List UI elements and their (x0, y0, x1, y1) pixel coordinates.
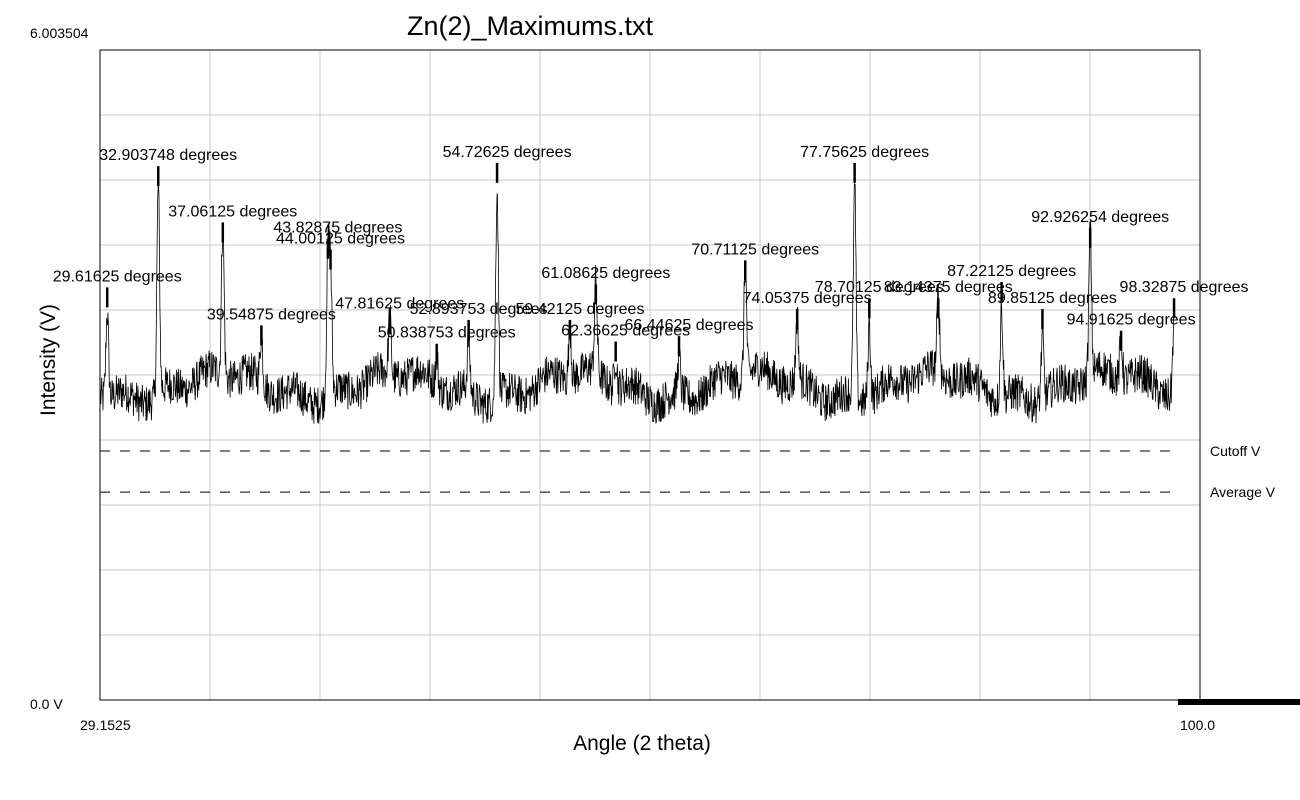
peak-label: 92.926254 degrees (1031, 209, 1169, 226)
plot-grid (100, 50, 1200, 700)
x-axis-title: Angle (2 theta) (573, 732, 711, 755)
peak-label: 50.838753 degrees (378, 325, 516, 342)
peak-label: 54.72625 degrees (443, 144, 572, 161)
peak-markers: 29.61625 degrees 32.903748 degrees 37.0612… (53, 144, 1249, 364)
peak-label: 59.42125 degrees (515, 301, 644, 318)
y-axis-min-label: 0.0 V (30, 696, 63, 712)
x-axis-max-label: 100.0 (1180, 717, 1215, 733)
peak-label: 32.903748 degrees (99, 147, 237, 164)
peak-label: 94.91625 degrees (1067, 312, 1196, 329)
peak-label: 29.61625 degrees (53, 268, 182, 285)
peak-label: 98.32875 degrees (1120, 279, 1249, 296)
peak-label: 83.14375 degrees (884, 279, 1013, 296)
peak-label: 77.75625 degrees (800, 144, 929, 161)
reference-lines: Cutoff V Average V (100, 443, 1276, 500)
reference-line-label: Cutoff V (1210, 443, 1261, 459)
reference-line-label: Average V (1210, 484, 1276, 500)
peak-label: 70.71125 degrees (691, 241, 819, 258)
peak-label: 74.05375 degrees (743, 290, 872, 307)
peak-label: 89.85125 degrees (988, 290, 1117, 307)
intensity-trace (99, 182, 1176, 425)
peak-label: 44.00125 degrees (276, 231, 405, 248)
chart-title: Zn(2)_Maximums.txt (407, 11, 654, 41)
peak-label: 62.36625 degrees (561, 323, 690, 340)
y-axis-max-label: 6.003504 (30, 25, 89, 41)
plot-frame (99, 49, 1201, 701)
x-axis-min-label: 29.1525 (80, 717, 131, 733)
peak-label: 43.82875 degrees (273, 220, 402, 237)
peak-label: 78.70125 degrees (815, 279, 944, 296)
resize-handle[interactable] (1178, 699, 1300, 705)
peak-label: 52.893753 degrees (410, 301, 548, 318)
peak-label: 66.44625 degrees (625, 317, 754, 334)
peak-label: 47.81625 degrees (335, 295, 464, 312)
peak-label: 87.22125 degrees (947, 263, 1076, 280)
peak-label: 39.54875 degrees (207, 306, 336, 323)
peak-label: 37.06125 degrees (168, 203, 297, 220)
y-axis-title: Intensity (V) (37, 304, 60, 416)
peak-label: 61.08625 degrees (541, 265, 670, 282)
